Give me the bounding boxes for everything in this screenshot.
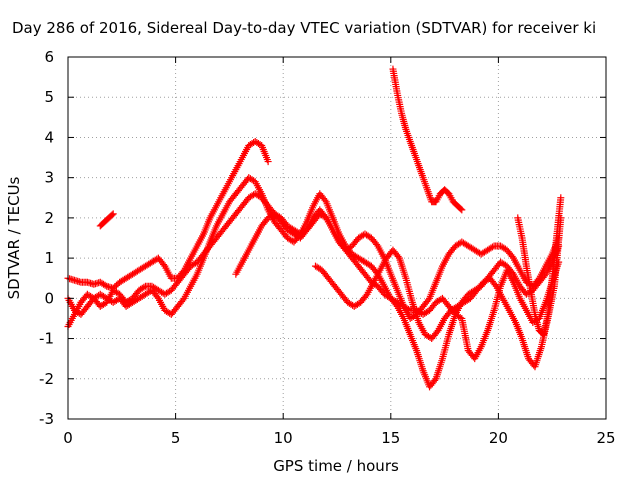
y-tick-label: -1	[39, 330, 54, 348]
data-point	[140, 283, 148, 291]
data-point	[508, 253, 516, 261]
x-tick-label: 20	[489, 429, 508, 447]
x-tick-label: 15	[381, 429, 400, 447]
data-point	[431, 376, 439, 384]
data-point	[153, 293, 161, 301]
series-4	[232, 210, 563, 363]
data-marks	[64, 65, 565, 391]
series-1	[64, 137, 272, 292]
data-point	[424, 296, 432, 304]
data-point	[321, 196, 329, 204]
y-tick-label: -3	[39, 410, 54, 428]
data-point	[457, 205, 465, 213]
data-point	[557, 194, 565, 202]
x-tick-label: 0	[63, 429, 73, 447]
y-axis-label: SDTVAR / TECUs	[5, 176, 23, 299]
data-point	[109, 210, 117, 218]
data-point	[534, 276, 542, 284]
data-point	[405, 305, 413, 313]
data-point	[112, 281, 120, 289]
y-tick-label: 6	[44, 48, 54, 66]
y-tick-label: 2	[44, 209, 54, 227]
plot-frame	[67, 56, 607, 420]
x-tick-label: 5	[171, 429, 181, 447]
data-point	[488, 243, 496, 251]
y-tick-label: 0	[44, 289, 54, 307]
y-tick-label: 4	[44, 128, 54, 146]
series-8	[514, 194, 565, 339]
series-6	[389, 65, 466, 214]
series-7	[96, 210, 117, 230]
data-point	[458, 206, 466, 214]
x-tick-label: 25	[596, 429, 615, 447]
axis-ticks: 0 5 10 15 20 25 -3 -2 -1 0 1 2 3 4 5 6	[39, 48, 616, 447]
data-point	[160, 261, 168, 269]
data-point	[394, 253, 402, 261]
chart-title: Day 286 of 2016, Sidereal Day-to-day VTE…	[12, 19, 596, 37]
data-point	[491, 281, 499, 289]
x-tick-label: 10	[274, 429, 293, 447]
data-point	[362, 292, 370, 300]
y-tick-label: -2	[39, 370, 54, 388]
y-tick-label: 3	[44, 169, 54, 187]
data-point	[264, 158, 272, 166]
data-point	[179, 296, 187, 304]
x-axis-label: GPS time / hours	[273, 457, 399, 475]
data-point	[433, 328, 441, 336]
data-point	[101, 281, 109, 289]
y-tick-label: 1	[44, 249, 54, 267]
data-point	[108, 211, 116, 219]
y-tick-label: 5	[44, 88, 54, 106]
data-point	[373, 240, 381, 248]
